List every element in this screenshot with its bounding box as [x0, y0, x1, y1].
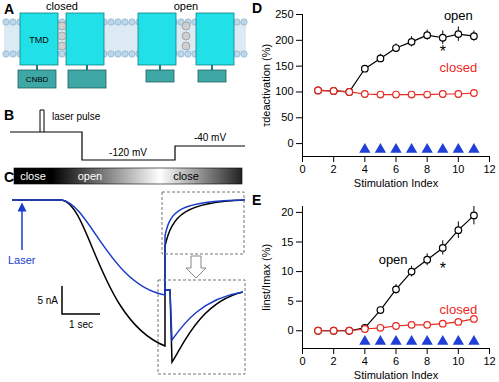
svg-text:open: open: [444, 8, 473, 23]
svg-text:12: 12: [483, 355, 495, 367]
svg-text:open: open: [78, 170, 102, 182]
svg-text:5 nA: 5 nA: [37, 295, 58, 306]
svg-text:50: 50: [281, 111, 293, 123]
svg-text:4: 4: [362, 355, 368, 367]
svg-text:2: 2: [331, 355, 337, 367]
svg-text:20: 20: [281, 206, 293, 218]
svg-text:open: open: [174, 0, 198, 12]
svg-text:100: 100: [275, 85, 293, 97]
svg-text:Stimulation Index: Stimulation Index: [354, 369, 439, 381]
html-text:E: E: [252, 192, 262, 208]
svg-text:A: A: [4, 1, 14, 17]
svg-text:-40 mV: -40 mV: [194, 132, 227, 143]
svg-text:closed: closed: [46, 0, 78, 12]
html-text:D: D: [252, 0, 263, 16]
svg-text:TMD: TMD: [29, 35, 49, 45]
svg-text:laser pulse: laser pulse: [52, 111, 101, 122]
svg-text:0: 0: [299, 163, 305, 175]
svg-text:10: 10: [452, 355, 464, 367]
svg-text:τdeactivation (%): τdeactivation (%): [260, 44, 272, 127]
svg-text:15: 15: [281, 236, 293, 248]
svg-text:150: 150: [275, 60, 293, 72]
svg-text:10: 10: [281, 265, 293, 277]
svg-text:6: 6: [393, 355, 399, 367]
svg-text:8: 8: [424, 355, 430, 367]
svg-text:Laser: Laser: [8, 254, 36, 266]
svg-text:close: close: [173, 170, 199, 182]
svg-text:6: 6: [393, 163, 399, 175]
svg-text:closed: closed: [440, 302, 478, 317]
svg-text:12: 12: [483, 163, 495, 175]
svg-text:Stimulation Index: Stimulation Index: [354, 177, 439, 189]
svg-text:1 sec: 1 sec: [69, 319, 93, 330]
svg-text:C: C: [4, 169, 14, 185]
svg-text:0: 0: [299, 355, 305, 367]
svg-text:-120 mV: -120 mV: [109, 147, 147, 158]
svg-text:4: 4: [362, 163, 368, 175]
svg-text:2: 2: [331, 163, 337, 175]
svg-text:B: B: [4, 107, 14, 123]
svg-text:open: open: [379, 252, 408, 267]
svg-text:250: 250: [275, 8, 293, 20]
svg-text:200: 200: [275, 34, 293, 46]
svg-text:5: 5: [287, 295, 293, 307]
svg-text:0: 0: [287, 137, 293, 149]
svg-text:close: close: [20, 170, 46, 182]
svg-text:Iinst/Imax (%): Iinst/Imax (%): [260, 244, 272, 311]
svg-text:*: *: [440, 260, 446, 277]
svg-text:10: 10: [452, 163, 464, 175]
svg-text:*: *: [440, 43, 446, 60]
svg-text:8: 8: [424, 163, 430, 175]
svg-text:0: 0: [287, 324, 293, 336]
svg-text:closed: closed: [440, 60, 478, 75]
svg-text:CNBD: CNBD: [26, 75, 49, 84]
